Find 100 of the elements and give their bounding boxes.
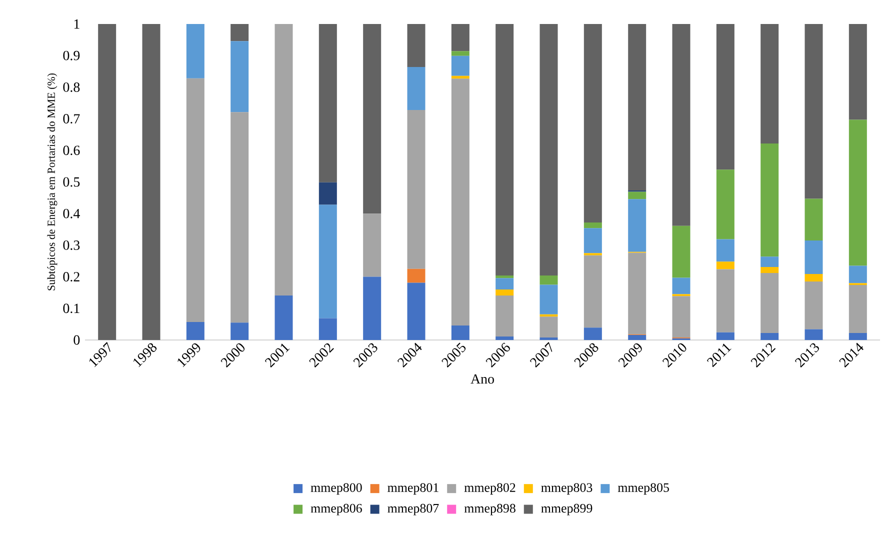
y-tick-label: 0.9 [63,50,80,60]
bar [98,24,116,340]
x-axis-title: Ano [470,374,494,384]
y-tick-label: 0.1 [63,304,80,314]
bar [672,296,690,338]
legend-label: mmep800 [310,483,362,495]
bar [848,285,867,334]
legend-label: mmep806 [310,504,362,516]
y-tick-label: 0 [74,335,80,345]
bar [716,239,734,262]
bar [186,322,204,340]
bar [584,328,602,340]
bar [540,316,558,338]
bar [848,120,867,266]
bar [716,170,734,240]
bar [804,274,823,282]
y-tick-label: 0.8 [63,82,80,92]
bar [760,143,779,257]
bar [628,24,646,191]
bar [363,276,382,340]
bar [584,255,602,328]
bar [540,337,558,340]
bar [672,226,690,278]
bar [142,24,160,340]
bar [318,182,337,205]
bar [407,24,426,67]
bar [451,51,470,56]
bar [628,252,646,334]
bar [760,256,779,268]
y-axis-title: Subtópicos de Energia em Portarias do MME (%) [47,73,58,290]
bar [804,198,823,240]
bar [230,24,249,42]
bar [496,295,514,337]
bar [274,295,293,340]
bar [407,110,426,269]
legend-label: mmep801 [388,483,438,495]
bar [230,322,249,340]
bar [407,282,426,340]
bar [760,333,779,340]
y-tick-label: 0.6 [63,146,80,156]
bar [363,214,382,277]
bar [716,24,734,170]
bar [540,24,558,276]
y-tick-label: 0.5 [63,177,80,187]
bar [318,204,337,318]
bar [451,78,470,326]
legend-label: mmep899 [541,504,592,516]
bar [628,334,646,340]
legend-label: mmep802 [464,483,516,495]
bar [451,24,470,52]
bar [318,24,337,182]
legend-label: mmep807 [388,504,439,516]
bar [540,314,558,317]
bar [496,336,514,340]
bar [672,278,690,294]
y-tick-label: 0.2 [63,272,80,282]
bar [496,24,514,276]
bar [628,199,646,252]
bar [186,24,204,78]
bar [804,24,823,199]
bar [496,289,514,296]
bar [716,262,734,270]
legend-label: mmep898 [464,504,516,516]
bar [760,267,779,274]
bar [848,333,867,340]
bar [407,268,426,283]
bar [672,24,690,226]
bar [451,56,470,76]
bar [804,240,823,274]
bar [716,332,734,340]
bar [760,273,779,334]
y-tick-label: 0.7 [63,114,80,124]
y-tick-label: 0.3 [63,240,80,250]
y-tick-label: 0.4 [63,208,80,218]
bar [540,284,558,314]
bar [804,282,823,330]
y-tick-label: 1 [74,19,80,29]
bar [363,24,382,214]
bar [848,266,867,284]
bar [584,228,602,254]
x-tick-label: 2011 [706,344,732,368]
bar [716,269,734,332]
legend-label: mmep803 [541,483,592,495]
bar [407,66,426,110]
legend-label: mmep805 [618,483,669,495]
bar [274,24,293,296]
bar [230,112,249,323]
bar [584,24,602,222]
bar [318,318,337,340]
bar [186,78,204,322]
bar [540,276,558,285]
bar [451,325,470,340]
bar [496,278,514,290]
bar [760,24,779,144]
bar [230,41,249,112]
bar [848,24,867,120]
bar [804,329,823,340]
bar [628,192,646,200]
bar [496,276,514,278]
bar [584,222,602,228]
